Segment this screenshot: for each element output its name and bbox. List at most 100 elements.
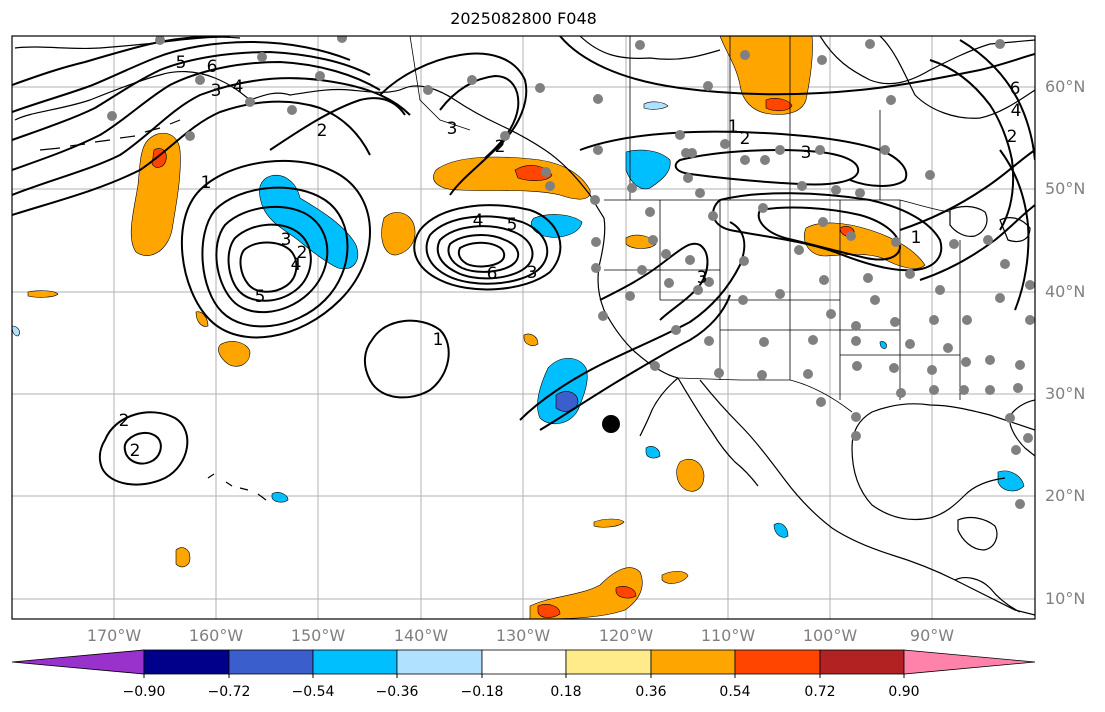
station-dots	[107, 36, 1035, 509]
contour-pacific-low-5	[239, 241, 298, 293]
colorbar-ticks	[143, 674, 905, 678]
shade-orange-small4	[27, 290, 59, 298]
bering-coast	[14, 36, 241, 50]
shade-cyan-small3	[271, 492, 289, 503]
hudson-bay	[879, 36, 1035, 119]
contour-label: 6	[1010, 79, 1021, 99]
shade-orange-small2	[175, 547, 191, 568]
shade-orange-mexico	[676, 459, 705, 492]
contour-label: 2	[740, 129, 751, 149]
great-lakes	[949, 205, 1031, 243]
contour-label: 6	[487, 264, 498, 284]
shade-orange-small5	[593, 518, 625, 528]
contour-west-1	[269, 97, 406, 151]
shade-orange-bc	[433, 156, 591, 200]
contour-north-arc-6	[12, 36, 231, 86]
contour-label: 4	[1011, 101, 1022, 121]
contour-label: 2	[317, 121, 328, 141]
canada-arctic	[579, 36, 1035, 85]
colorbar-segment	[312, 649, 398, 675]
colorbar-tick-label: −0.90	[122, 684, 166, 700]
colorbar-arrow-right	[903, 649, 1036, 675]
central-america	[954, 577, 1021, 613]
shade-light-small2	[12, 325, 20, 337]
map-frame	[11, 35, 1036, 620]
contour-label: 4	[473, 211, 484, 231]
contour-north-arc-1	[12, 77, 411, 196]
contour-east-1	[899, 149, 1035, 231]
shade-orange-plains	[804, 222, 926, 269]
gulf-coast	[851, 403, 1035, 521]
contour-label: 2	[1007, 127, 1018, 147]
grid-lines	[12, 36, 1035, 619]
lon-label: 160°W	[188, 626, 244, 645]
shade-red-pacific-s	[537, 604, 561, 618]
lon-label: 90°W	[909, 626, 955, 645]
contour-label: 1	[911, 228, 922, 248]
canada-province-lines	[629, 36, 881, 200]
land-outlines	[14, 36, 1035, 616]
shade-red-pacific-s2	[615, 586, 637, 599]
lat-label: 30°N	[1045, 384, 1086, 403]
shade-cyan-small1	[773, 522, 789, 538]
colorbar	[11, 649, 1036, 678]
contour-label: 3	[447, 119, 458, 139]
contour-north-arc-5	[12, 40, 351, 113]
shade-orange-small3	[195, 311, 209, 327]
contour-east-5	[999, 149, 1030, 311]
contour-pacific-low-3	[215, 205, 329, 313]
political-borders	[409, 36, 961, 413]
colorbar-segment	[481, 649, 567, 675]
colorbar-tick-label: −0.54	[291, 684, 335, 700]
contour-plains-2	[757, 206, 902, 261]
shade-orange-small6	[661, 571, 689, 584]
contour-bc-low-4	[447, 234, 520, 273]
contour-label: 4	[233, 77, 244, 97]
shade-orange-small1	[218, 341, 251, 367]
contour-southwest	[519, 221, 746, 421]
contour-label: 3	[211, 81, 222, 101]
shade-blue-baja	[555, 391, 579, 412]
shade-orange-sea	[381, 212, 416, 256]
colorbar-tick-label: 0.54	[719, 684, 751, 700]
contour-label: 1	[433, 330, 444, 350]
contour-bc-low-3	[436, 225, 534, 280]
contour-lines	[12, 36, 1035, 486]
contour-label: 2	[119, 411, 130, 431]
contour-gulf-alaska-1	[379, 52, 528, 196]
contour-pacific-low-outer	[180, 159, 371, 339]
contour-gulf-alaska-2	[439, 74, 520, 159]
colorbar-tick-label: 0.72	[804, 684, 836, 700]
shade-orange-alaska-w	[130, 132, 181, 256]
contour-plains-1	[712, 192, 943, 272]
colorbar-segment	[143, 649, 230, 675]
lon-label: 120°W	[598, 626, 654, 645]
contour-east-2	[919, 204, 1035, 281]
colorbar-segment	[734, 649, 821, 675]
contour-north-arc-3	[12, 60, 381, 171]
hawaii-islands	[207, 473, 267, 501]
baja-peninsula	[639, 377, 759, 487]
contour-east-4	[959, 39, 1035, 161]
contour-label: 3	[697, 268, 708, 288]
lat-label: 60°N	[1045, 77, 1086, 96]
lon-label: 100°W	[802, 626, 858, 645]
contour-north-arc-2	[12, 100, 371, 216]
lon-label: 150°W	[290, 626, 346, 645]
lon-label: 140°W	[393, 626, 449, 645]
shade-cyan-small2	[997, 470, 1025, 492]
shade-cyan-bc	[531, 214, 583, 238]
contour-pacific-low-4	[227, 223, 312, 302]
contour-label: 2	[495, 137, 506, 157]
colorbar-arrow-left	[11, 649, 145, 675]
contour-east-3	[929, 59, 1015, 231]
contour-label: 5	[507, 215, 518, 235]
yucatan	[957, 516, 998, 551]
contour-canada-mid	[579, 130, 908, 187]
contour-rocky	[599, 242, 709, 321]
contour-pacific-low-2	[201, 186, 349, 328]
contour-label: 2	[130, 441, 141, 461]
colorbar-segment	[396, 649, 483, 675]
shade-cyan-pacific	[259, 174, 358, 270]
